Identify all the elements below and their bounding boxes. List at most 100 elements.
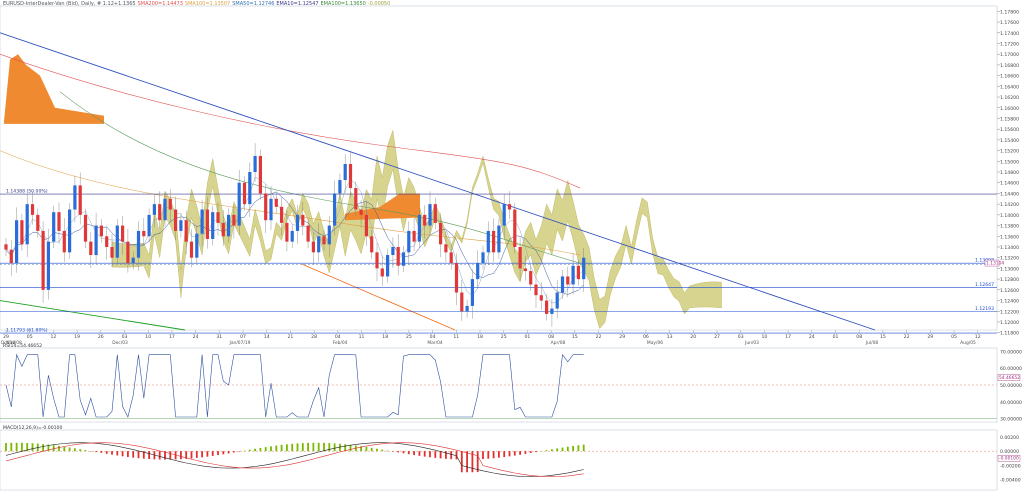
macd-histogram-bar bbox=[508, 451, 511, 457]
candle-body bbox=[126, 241, 130, 264]
time-tick-label: 01 bbox=[524, 334, 530, 340]
price-tick-label: 1.14600 bbox=[1000, 181, 1019, 187]
candle-body bbox=[211, 212, 215, 239]
time-tick-label: 31 bbox=[216, 334, 222, 340]
macd-histogram-bar bbox=[535, 451, 537, 453]
time-tick-label: 29 bbox=[3, 334, 9, 340]
candle-body bbox=[20, 220, 24, 245]
candle-body bbox=[486, 230, 490, 253]
macd-histogram-bar bbox=[15, 442, 18, 452]
price-tick-label: 1.16000 bbox=[1000, 106, 1019, 112]
macd-histogram-bar bbox=[47, 444, 50, 452]
macd-histogram-bar bbox=[100, 451, 103, 453]
candle-body bbox=[338, 180, 342, 194]
macd-histogram-bar bbox=[137, 451, 140, 459]
macd-histogram-bar bbox=[566, 446, 569, 452]
macd-histogram-bar bbox=[376, 448, 378, 452]
macd-histogram-bar bbox=[10, 442, 13, 452]
candle-body bbox=[481, 252, 485, 264]
macd-panel[interactable]: 0.00200 0.00000 -0.00200 -0.00400 MACD(12,26… bbox=[0, 425, 1021, 491]
candle-body bbox=[36, 214, 40, 231]
time-tick-label: 18 bbox=[382, 334, 388, 340]
candle-body bbox=[449, 252, 453, 264]
candle-body bbox=[9, 249, 13, 264]
time-tick-label: 26 bbox=[98, 334, 104, 340]
price-tick-label: 1.17200 bbox=[1000, 41, 1019, 47]
macd-histogram-bar bbox=[360, 446, 362, 452]
time-tick-label: 08 bbox=[548, 334, 554, 340]
candle-body bbox=[317, 236, 321, 253]
macd-tick-label: -0.00200 bbox=[1000, 463, 1021, 469]
price-tick-label: 1.15400 bbox=[1000, 138, 1019, 144]
time-tick-label: 28 bbox=[311, 334, 317, 340]
candle-body bbox=[518, 246, 522, 269]
header-main-0: EURUSD-InterDealer-Van (Bid), Daily, # 1… bbox=[3, 1, 136, 7]
time-month-label: Oct/18 bbox=[1, 340, 16, 346]
candle-body bbox=[428, 204, 432, 226]
macd-histogram-bar bbox=[121, 451, 124, 457]
price-panel[interactable]: 1.17800 1.17600 1.17400 1.17200 1.17000 1.168… bbox=[0, 5, 1019, 337]
macd-histogram-bar bbox=[556, 448, 559, 452]
macd-signal-line bbox=[5, 442, 584, 477]
macd-histogram-bar bbox=[79, 449, 82, 452]
candle-body bbox=[423, 214, 427, 226]
candle-body bbox=[89, 241, 93, 256]
candle-body bbox=[370, 236, 374, 253]
macd-histogram-bar bbox=[243, 450, 246, 452]
candle-body bbox=[285, 222, 289, 242]
candle-body bbox=[274, 198, 278, 207]
macd-histogram-bar bbox=[445, 451, 447, 459]
time-tick-label: 17 bbox=[785, 334, 791, 340]
macd-histogram-bar bbox=[423, 451, 426, 457]
macd-histogram-bar bbox=[551, 449, 553, 452]
candle-body bbox=[454, 263, 459, 293]
macd-histogram-bar bbox=[84, 450, 87, 452]
time-tick-label: 05 bbox=[27, 334, 33, 340]
time-month-label: Jun/03 bbox=[744, 340, 759, 346]
level-label: 1.14388 (50.00%) bbox=[6, 189, 48, 195]
candle-body bbox=[311, 241, 315, 253]
time-tick-label: 10 bbox=[145, 334, 151, 340]
time-month-label: Feb/04 bbox=[333, 340, 348, 346]
candle-body bbox=[523, 268, 527, 272]
rsi-title: RSI14=54.46652 bbox=[3, 343, 42, 349]
macd-histogram-bar bbox=[365, 446, 368, 452]
candle-body bbox=[529, 271, 533, 285]
macd-histogram-bar bbox=[296, 443, 299, 452]
candle-body bbox=[269, 198, 273, 221]
header-main-3: SMA50=1.12746 bbox=[232, 1, 275, 7]
candle-body bbox=[343, 163, 347, 181]
candle-body bbox=[560, 276, 565, 293]
rsi-tick-label: 60.00000 bbox=[1000, 366, 1022, 372]
macd-histogram-bar bbox=[217, 451, 219, 456]
macd-frame bbox=[0, 429, 998, 491]
rsi-tick-label: 70.00000 bbox=[1000, 349, 1022, 355]
candle-body bbox=[136, 230, 141, 258]
price-tick-label: 1.17000 bbox=[1000, 52, 1019, 58]
candle-body bbox=[142, 230, 146, 237]
candle-body bbox=[306, 225, 310, 242]
current-price-box bbox=[984, 259, 1000, 267]
macd-histogram-bar bbox=[344, 444, 347, 452]
price-tick-label: 1.14200 bbox=[1000, 202, 1019, 208]
macd-histogram-bar bbox=[434, 451, 437, 458]
macd-histogram-bar bbox=[392, 451, 394, 452]
macd-histogram-bar bbox=[317, 442, 320, 452]
candle-body bbox=[539, 295, 543, 301]
price-tick-label: 1.12600 bbox=[1000, 288, 1019, 294]
macd-current-box bbox=[997, 455, 1021, 462]
candle-body bbox=[205, 209, 209, 239]
time-tick-label: 25 bbox=[501, 334, 507, 340]
macd-title: MACD(12,26,9)=-0.00100 bbox=[3, 425, 62, 431]
macd-histogram-bar bbox=[52, 445, 55, 452]
time-tick-label: 20 bbox=[690, 334, 696, 340]
candle-body bbox=[322, 236, 326, 245]
macd-histogram-bar bbox=[169, 451, 172, 460]
price-tick-label: 1.13400 bbox=[1000, 245, 1019, 251]
macd-histogram-bar bbox=[95, 451, 97, 452]
macd-histogram-bar bbox=[116, 451, 119, 456]
candle-body bbox=[290, 230, 294, 242]
macd-histogram-bar bbox=[429, 451, 431, 458]
rsi-panel[interactable]: 70.00000 60.00000 50.00000 40.00000 30.00000… bbox=[0, 343, 1022, 423]
